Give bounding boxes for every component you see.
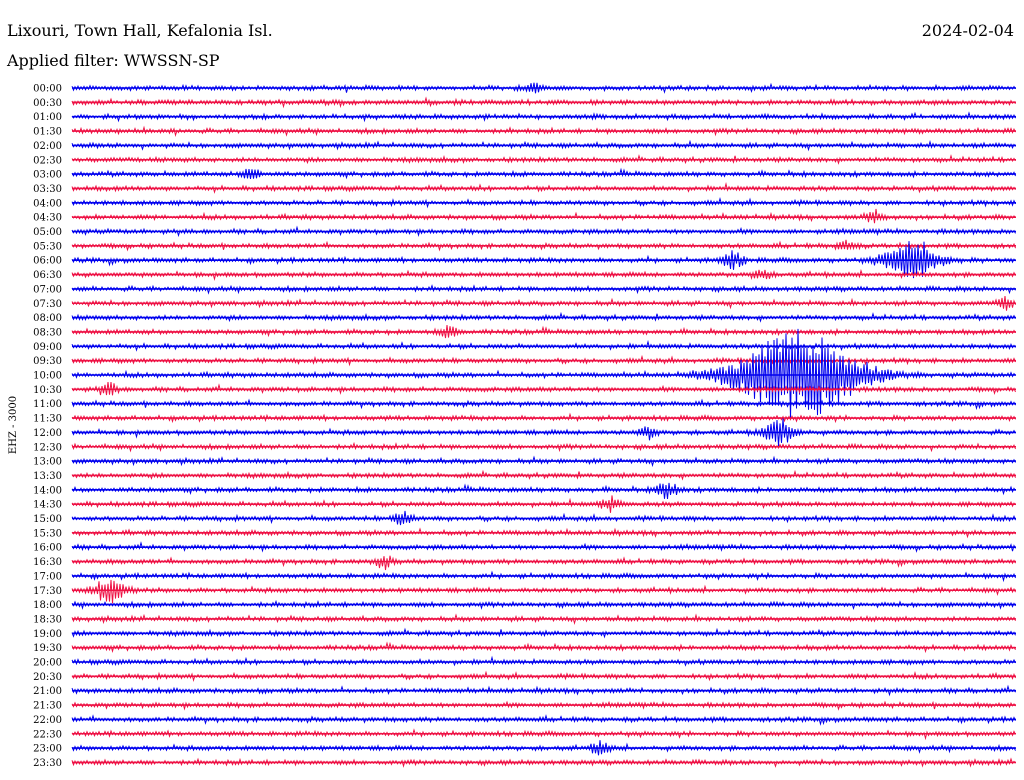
time-label: 19:30 — [33, 643, 62, 654]
time-label: 19:00 — [33, 629, 62, 640]
trace-line — [71, 328, 1016, 420]
time-label: 02:00 — [33, 141, 62, 152]
time-label: 03:00 — [33, 170, 62, 181]
time-label: 07:30 — [33, 299, 62, 310]
time-label: 23:00 — [33, 744, 62, 755]
time-label: 20:30 — [33, 672, 62, 683]
station-title: Lixouri, Town Hall, Kefalonia Isl. — [7, 21, 273, 40]
time-label: 03:30 — [33, 184, 62, 195]
time-label: 23:30 — [33, 758, 62, 769]
date-label: 2024-02-04 — [921, 21, 1014, 40]
time-label: 13:00 — [33, 457, 62, 468]
time-label: 16:30 — [33, 557, 62, 568]
time-label: 09:30 — [33, 356, 62, 367]
channel-label: EHZ - 3000 — [8, 396, 19, 454]
time-label-group: 00:00 00:30 01:00 01:30 02:00 02:30 03:00 03:30… — [33, 84, 62, 769]
trace-line — [71, 555, 1016, 571]
time-label: 13:30 — [33, 471, 62, 482]
time-label: 14:30 — [33, 500, 62, 511]
trace-line — [71, 208, 1016, 224]
time-label: 16:00 — [33, 543, 62, 554]
time-label: 14:00 — [33, 485, 62, 496]
time-label: 00:30 — [33, 98, 62, 109]
time-label: 09:00 — [33, 342, 62, 353]
time-label: 10:00 — [33, 371, 62, 382]
time-label: 10:30 — [33, 385, 62, 396]
trace-line — [71, 482, 1016, 500]
time-label: 01:30 — [33, 127, 62, 138]
time-label: 18:30 — [33, 614, 62, 625]
time-label: 04:00 — [33, 198, 62, 209]
filter-label: Applied filter: WWSSN-SP — [7, 51, 220, 70]
time-label: 17:00 — [33, 571, 62, 582]
time-label: 12:30 — [33, 442, 62, 453]
trace-group — [71, 82, 1016, 768]
time-label: 18:00 — [33, 600, 62, 611]
time-label: 20:00 — [33, 658, 62, 669]
time-label: 00:00 — [33, 84, 62, 95]
time-label: 11:00 — [33, 399, 62, 410]
time-label: 08:30 — [33, 327, 62, 338]
time-label: 08:00 — [33, 313, 62, 324]
time-label: 15:30 — [33, 528, 62, 539]
time-label: 07:00 — [33, 284, 62, 295]
time-label: 22:30 — [33, 729, 62, 740]
time-label: 04:30 — [33, 213, 62, 224]
time-label: 11:30 — [33, 414, 62, 425]
time-label: 21:00 — [33, 686, 62, 697]
trace-line — [71, 239, 1016, 252]
time-label: 06:30 — [33, 270, 62, 281]
time-label: 12:00 — [33, 428, 62, 439]
time-label: 06:00 — [33, 256, 62, 267]
time-label: 21:30 — [33, 701, 62, 712]
time-label: 17:30 — [33, 586, 62, 597]
time-label: 02:30 — [33, 155, 62, 166]
time-label: 01:00 — [33, 112, 62, 123]
time-label: 22:00 — [33, 715, 62, 726]
time-label: 05:00 — [33, 227, 62, 238]
time-label: 15:00 — [33, 514, 62, 525]
trace-line — [71, 579, 1016, 604]
time-label: 05:30 — [33, 241, 62, 252]
